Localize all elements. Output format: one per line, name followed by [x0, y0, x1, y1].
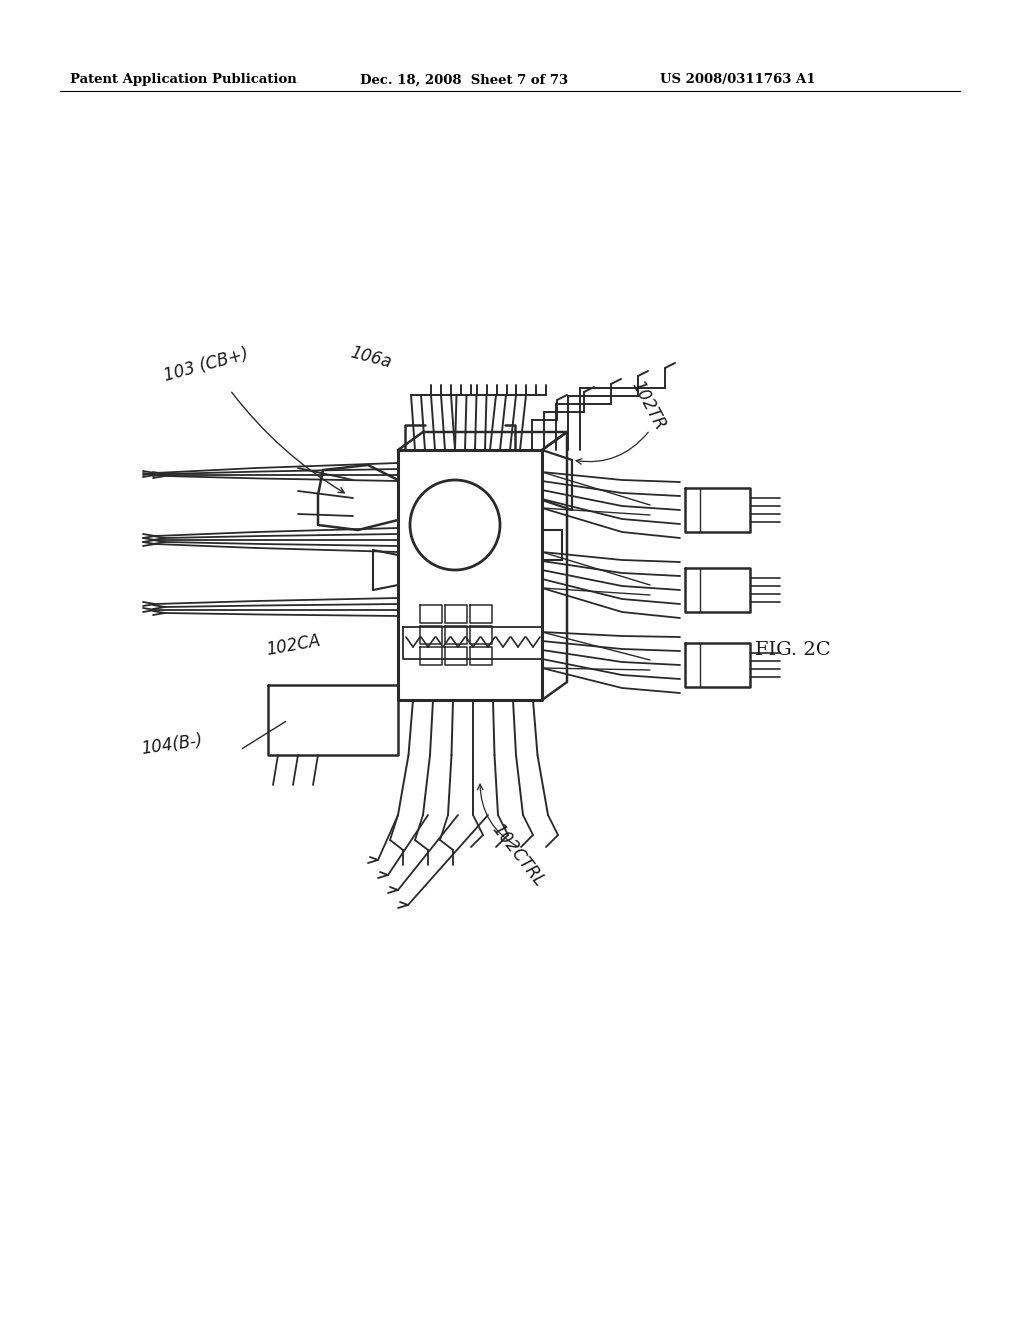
Text: 102TR: 102TR: [628, 378, 669, 433]
Text: 102CA: 102CA: [265, 631, 323, 659]
Text: US 2008/0311763 A1: US 2008/0311763 A1: [660, 74, 815, 87]
Text: 102CTRL: 102CTRL: [488, 820, 548, 890]
Text: Patent Application Publication: Patent Application Publication: [70, 74, 297, 87]
Text: FIG. 2C: FIG. 2C: [755, 642, 830, 659]
Text: Dec. 18, 2008  Sheet 7 of 73: Dec. 18, 2008 Sheet 7 of 73: [360, 74, 568, 87]
Text: 106a: 106a: [348, 343, 393, 372]
Text: 104(B-): 104(B-): [140, 731, 204, 758]
Text: 103 (CB+): 103 (CB+): [162, 345, 251, 385]
